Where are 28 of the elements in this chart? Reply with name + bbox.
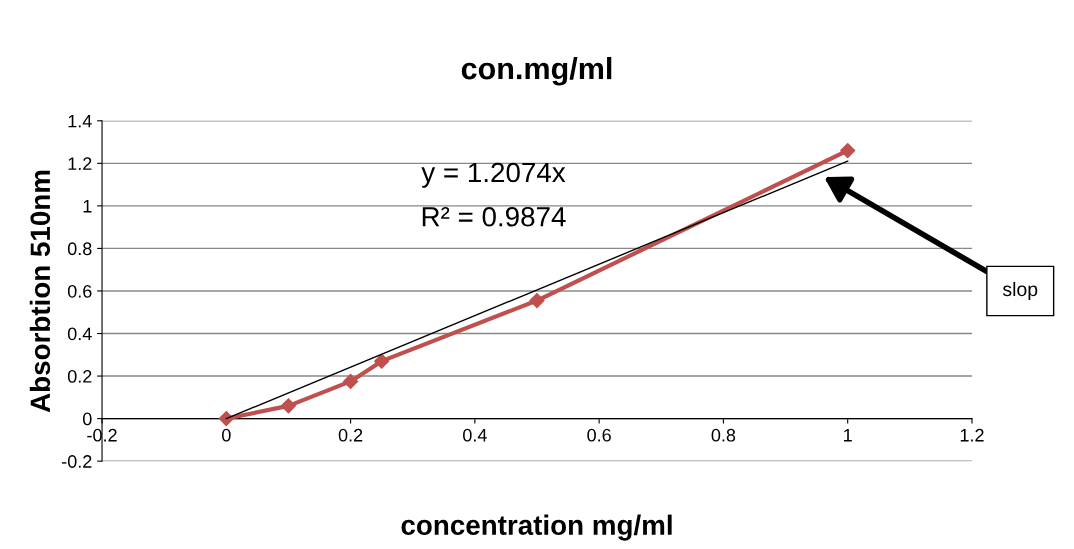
annotation: y = 1.2074x	[421, 162, 566, 188]
x-tick-label: 0.6	[587, 428, 611, 442]
x-tick-label: 1	[844, 429, 852, 442]
chart-title: con.mg/ml	[461, 56, 612, 86]
y-tick-label: 1.2	[68, 157, 92, 170]
point	[343, 373, 359, 389]
y-tick-label: -0.2	[62, 455, 92, 468]
x-tick-label: 0.2	[338, 428, 363, 442]
y-tick-label: 0.4	[67, 327, 92, 341]
x-axis-title: concentration mg/ml	[401, 514, 672, 541]
y-tick-label: 1	[83, 200, 92, 213]
point	[840, 142, 856, 159]
y-tick-label: 0	[82, 412, 92, 426]
y-axis-title: Absorbtion 510nm	[29, 170, 51, 413]
annotation: R² = 0.9874	[422, 206, 566, 227]
x-tick-label: 0.4	[463, 428, 487, 442]
y-tick-label: 1.4	[68, 114, 92, 128]
point	[280, 398, 297, 414]
y-tick-label: 0.2	[67, 370, 92, 383]
point	[374, 353, 390, 369]
x-tick-label: 1.2	[960, 428, 984, 442]
y-tick-label: 0.6	[67, 284, 92, 298]
y-tick-label: 0.8	[67, 242, 92, 256]
x-tick-label: 0	[221, 428, 231, 442]
x-tick-label: 0.8	[711, 428, 736, 442]
text: slop	[1002, 281, 1038, 301]
point	[218, 411, 234, 427]
point	[529, 292, 545, 309]
